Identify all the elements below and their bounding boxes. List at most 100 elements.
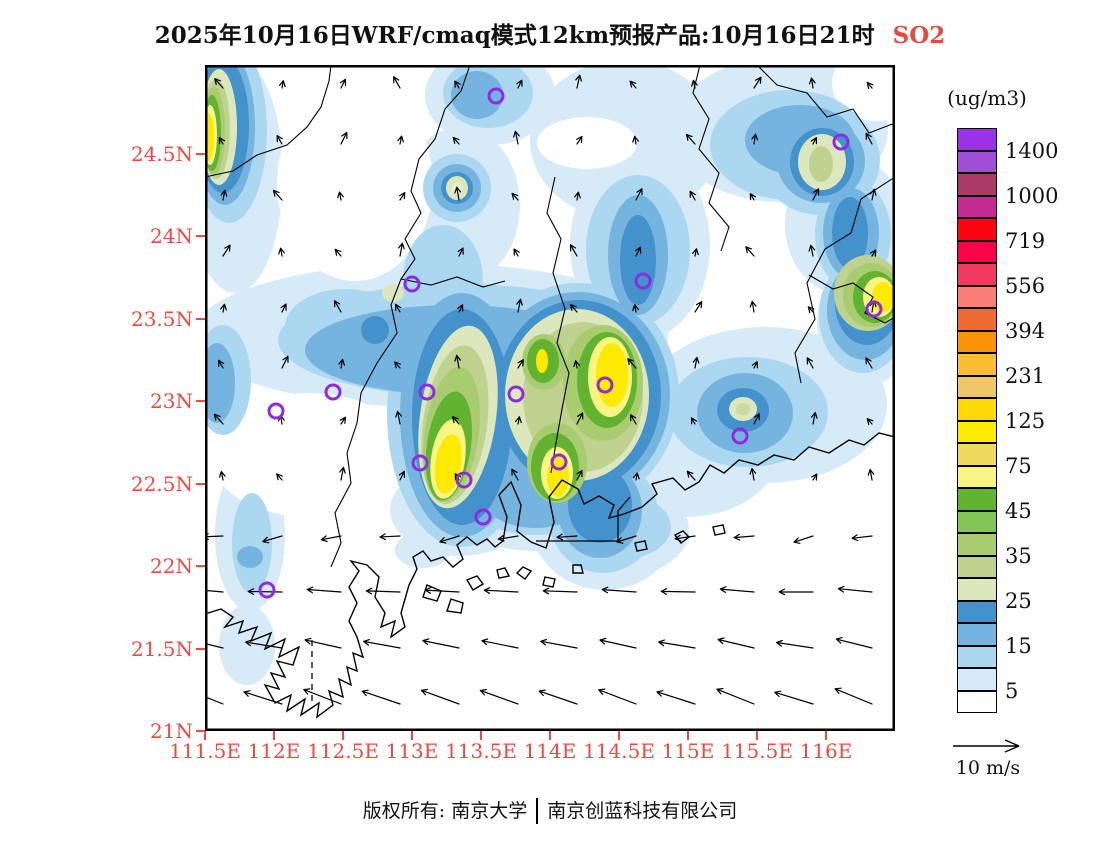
lon-axis-tick bbox=[480, 731, 482, 740]
station-marker bbox=[634, 272, 652, 290]
station-marker bbox=[832, 133, 850, 151]
colorbar-unit-label: (ug/m3) bbox=[947, 86, 1027, 110]
lon-axis-tick bbox=[618, 731, 620, 740]
colorbar-box bbox=[957, 533, 997, 556]
colorbar-value-label: 1400 bbox=[1005, 138, 1059, 163]
station-marker bbox=[865, 300, 883, 318]
lat-axis-tick bbox=[196, 647, 205, 650]
colorbar-box bbox=[957, 173, 997, 196]
title-text: 2025年10月16日WRF/cmaq模式12km预报产品:10月16日21时 bbox=[154, 22, 875, 49]
colorbar-value-label: 556 bbox=[1005, 273, 1046, 298]
colorbar-box bbox=[957, 578, 997, 601]
colorbar-box bbox=[957, 263, 997, 286]
lat-axis-tick bbox=[196, 482, 205, 485]
colorbar-value-label: 394 bbox=[1005, 318, 1046, 343]
lon-axis-label: 114.5E bbox=[583, 739, 655, 763]
lon-axis-tick bbox=[411, 731, 413, 740]
colorbar-box bbox=[957, 600, 997, 623]
footer-divider bbox=[536, 798, 539, 824]
station-marker bbox=[596, 376, 614, 394]
lon-axis-label: 115.5E bbox=[721, 739, 793, 763]
station-marker bbox=[455, 471, 473, 489]
station-marker bbox=[507, 385, 525, 403]
lon-axis-tick bbox=[756, 731, 758, 740]
station-marker bbox=[550, 453, 568, 471]
lon-axis-label: 115E bbox=[661, 739, 715, 763]
station-marker bbox=[403, 275, 421, 293]
map-area bbox=[185, 39, 922, 732]
lon-axis-label: 114E bbox=[523, 739, 577, 763]
lat-axis-label: 23.5N bbox=[130, 306, 193, 331]
lat-axis-tick bbox=[196, 400, 205, 402]
lat-axis-label: 22N bbox=[150, 554, 193, 578]
station-marker bbox=[411, 454, 429, 472]
lon-axis-label: 113.5E bbox=[445, 739, 517, 763]
colorbar-box bbox=[957, 195, 997, 218]
map-frame bbox=[204, 64, 896, 732]
colorbar-box bbox=[957, 465, 997, 488]
colorbar-box bbox=[957, 690, 997, 713]
colorbar-value-label: 75 bbox=[1005, 453, 1032, 478]
colorbar-box bbox=[957, 353, 997, 376]
colorbar-box bbox=[957, 218, 997, 241]
colorbar-value-label: 719 bbox=[1005, 228, 1046, 253]
colorbar-value-label: 231 bbox=[1005, 363, 1046, 388]
colorbar-box bbox=[957, 375, 997, 398]
lat-axis-tick bbox=[196, 317, 205, 320]
station-marker bbox=[731, 427, 749, 445]
lat-axis-tick bbox=[196, 235, 205, 237]
lat-axis-label: 24N bbox=[150, 224, 193, 248]
station-marker bbox=[474, 508, 492, 526]
station-marker bbox=[418, 383, 436, 401]
lon-axis-tick bbox=[549, 731, 551, 740]
wind-vectors bbox=[185, 74, 877, 705]
wind-scale-label: 10 m/s bbox=[955, 757, 1021, 779]
colorbar-box bbox=[957, 420, 997, 443]
lon-axis-label: 112.5E bbox=[307, 739, 379, 763]
province-borders bbox=[204, 64, 896, 568]
colorbar-box bbox=[957, 555, 997, 578]
colorbar-box bbox=[957, 443, 997, 466]
species-label: SO2 bbox=[892, 22, 946, 49]
lon-axis-tick bbox=[204, 731, 206, 740]
colorbar-box bbox=[957, 488, 997, 511]
copyright-left: 版权所有: 南京大学 bbox=[362, 800, 528, 822]
lon-axis-tick bbox=[687, 731, 689, 740]
lat-axis-label: 24.5N bbox=[130, 141, 193, 166]
forecast-map bbox=[185, 39, 922, 732]
colorbar-value-label: 25 bbox=[1005, 588, 1032, 613]
colorbar-value-label: 35 bbox=[1005, 543, 1032, 568]
colorbar-box bbox=[957, 285, 997, 308]
colorbar-box bbox=[957, 330, 997, 353]
wind-scale-legend bbox=[945, 735, 1035, 761]
station-marker bbox=[324, 383, 342, 401]
lat-axis-label: 21N bbox=[150, 719, 193, 743]
copyright-right: 南京创蓝科技有限公司 bbox=[547, 800, 738, 822]
colorbar-box bbox=[957, 398, 997, 421]
lat-axis-label: 23N bbox=[150, 389, 193, 413]
lat-axis-tick bbox=[196, 152, 205, 155]
colorbar-value-label: 15 bbox=[1005, 633, 1032, 658]
station-markers bbox=[258, 87, 883, 599]
colorbar-box bbox=[957, 308, 997, 331]
colorbar-box bbox=[957, 645, 997, 668]
colorbar-box bbox=[957, 128, 997, 151]
lat-axis-label: 22.5N bbox=[130, 471, 193, 496]
lon-axis-label: 113E bbox=[385, 739, 439, 763]
copyright-footer: 版权所有: 南京大学 南京创蓝科技有限公司 bbox=[0, 796, 1100, 824]
colorbar-value-label: 125 bbox=[1005, 408, 1046, 433]
colorbar-box bbox=[957, 150, 997, 173]
fill-white-gaps bbox=[210, 45, 922, 517]
lon-axis-tick bbox=[825, 731, 827, 740]
lon-axis-tick bbox=[273, 731, 275, 740]
station-marker bbox=[258, 581, 276, 599]
lon-axis-label: 116E bbox=[799, 739, 853, 763]
wind-scale-arrow-icon bbox=[953, 739, 1020, 753]
fill-hotspots bbox=[201, 69, 902, 509]
colorbar-box bbox=[957, 510, 997, 533]
lat-axis-label: 21.5N bbox=[130, 636, 193, 661]
colorbar-box bbox=[957, 240, 997, 263]
station-marker bbox=[267, 402, 285, 420]
lon-axis-tick bbox=[342, 731, 344, 740]
